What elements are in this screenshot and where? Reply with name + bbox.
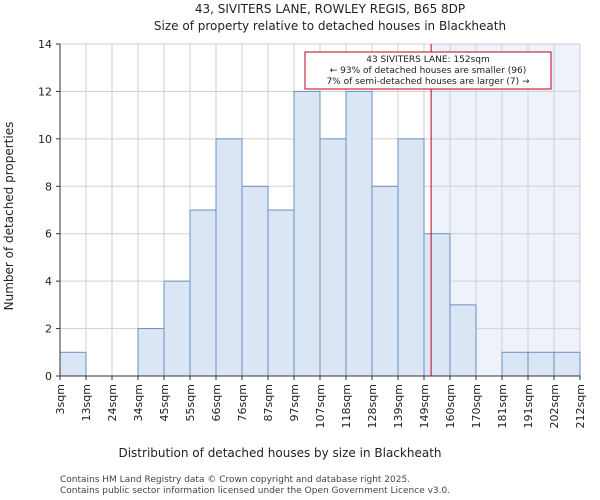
x-axis-label: Distribution of detached houses by size … (118, 446, 441, 460)
annotation-line-1: 43 SIVITERS LANE: 152sqm (366, 55, 490, 65)
y-tick-label: 0 (45, 370, 52, 383)
y-tick-label: 4 (45, 275, 52, 288)
histogram-bar (501, 351, 529, 377)
histogram-bar (553, 351, 581, 377)
x-tick-label: 24sqm (106, 384, 119, 421)
annotation-border (304, 51, 552, 90)
histogram-bar (137, 328, 165, 377)
annotation-line-3: 7% of semi-detached houses are larger (7… (326, 77, 530, 87)
x-tick-label: 97sqm (288, 384, 301, 421)
x-tick-label: 139sqm (392, 384, 405, 428)
x-tick-label: 160sqm (444, 384, 457, 428)
x-tick-label: 87sqm (262, 384, 275, 421)
histogram-bar (345, 90, 373, 377)
y-tick-label: 2 (45, 323, 52, 336)
x-tick-label: 55sqm (184, 384, 197, 421)
x-tick-label: 13sqm (80, 384, 93, 421)
x-tick-label: 212sqm (574, 384, 587, 428)
x-tick-label: 128sqm (366, 384, 379, 428)
x-tick-label: 107sqm (314, 384, 327, 428)
footer-licence: Contains public sector information licen… (60, 486, 450, 496)
histogram-bar (59, 351, 87, 377)
y-tick-label: 12 (38, 85, 52, 98)
x-tick-label: 3sqm (54, 384, 67, 414)
histogram-bar (449, 304, 477, 377)
y-tick-label: 8 (45, 180, 52, 193)
x-tick-label: 170sqm (470, 384, 483, 428)
x-tick-label: 118sqm (340, 384, 353, 428)
footer-copyright: Contains HM Land Registry data © Crown c… (60, 475, 410, 485)
x-tick-label: 181sqm (496, 384, 509, 428)
chart-subtitle: Size of property relative to detached ho… (154, 19, 506, 33)
y-tick-label: 14 (38, 38, 52, 51)
x-tick-label: 76sqm (236, 384, 249, 421)
x-tick-label: 202sqm (548, 384, 561, 428)
histogram-bar (215, 138, 243, 377)
annotation-box: 43 SIVITERS LANE: 152sqm ← 93% of detach… (304, 51, 552, 90)
chart-title: 43, SIVITERS LANE, ROWLEY REGIS, B65 8DP (195, 2, 465, 16)
histogram-bar (267, 209, 295, 377)
x-tick-label: 45sqm (158, 384, 171, 421)
histogram-bar (371, 185, 399, 377)
histogram-bar (319, 138, 347, 377)
x-tick-label: 191sqm (522, 384, 535, 428)
y-axis-label: Number of detached properties (2, 122, 16, 311)
y-tick-label: 10 (38, 133, 52, 146)
x-tick-label: 149sqm (418, 384, 431, 428)
histogram-bar (189, 209, 217, 377)
x-tick-label: 34sqm (132, 384, 145, 421)
histogram-bar (293, 90, 321, 377)
histogram-bar (397, 138, 425, 377)
histogram-bar (241, 185, 269, 377)
annotation-line-2: ← 93% of detached houses are smaller (96… (330, 66, 527, 76)
y-tick-label: 6 (45, 228, 52, 241)
x-tick-label: 66sqm (210, 384, 223, 421)
histogram-bar (163, 280, 191, 377)
histogram-bar (527, 351, 555, 377)
histogram-bar (423, 233, 451, 377)
